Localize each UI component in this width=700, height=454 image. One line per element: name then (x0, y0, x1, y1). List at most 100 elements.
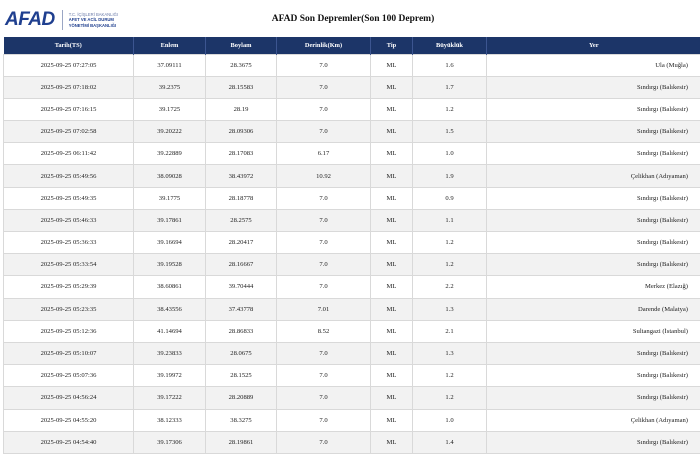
column-header-tip[interactable]: Tip (370, 37, 413, 54)
cell-enlem: 39.19528 (133, 253, 206, 277)
cell-derinlik: 7.0 (276, 253, 371, 277)
column-header-buyukluk[interactable]: Büyüklük (412, 37, 487, 54)
table-row[interactable]: 2025-09-25 05:49:35 39.1775 28.18778 7.0 ML 0… (3, 186, 700, 210)
cell-boylam: 28.3675 (205, 53, 277, 77)
cell-boylam: 28.20889 (205, 386, 277, 410)
logo-divider (61, 10, 63, 30)
cell-buyukluk: 0.9 (412, 186, 487, 210)
cell-enlem: 39.17861 (133, 208, 206, 233)
cell-enlem: 38.60861 (133, 275, 206, 299)
cell-yer: Sındırgı (Balıkesir) (486, 120, 700, 144)
cell-boylam: 28.86833 (205, 319, 277, 343)
cell-tarih: 2025-09-25 07:27:05 (3, 53, 134, 77)
column-header-yer[interactable]: Yer (588, 41, 599, 49)
table-row[interactable]: 2025-09-25 05:12:36 41.14694 28.86833 8.52 M… (3, 319, 700, 343)
column-header-boylam[interactable]: Boylam (205, 37, 277, 54)
table-row[interactable]: 2025-09-25 05:23:35 38.43556 37.43778 7.01 M… (3, 297, 700, 321)
cell-enlem: 39.1725 (133, 97, 206, 122)
table-row[interactable]: 2025-09-25 06:11:42 39.22889 28.17083 6.17 M… (3, 142, 700, 166)
column-header-enlem[interactable]: Enlem (133, 37, 206, 54)
cell-boylam: 28.19861 (205, 430, 277, 454)
cell-boylam: 38.3275 (205, 408, 277, 432)
column-header-tarih[interactable]: Tarih(TS) (3, 37, 134, 54)
cell-tarih: 2025-09-25 05:49:35 (3, 186, 134, 210)
cell-derinlik: 7.0 (276, 230, 371, 255)
table-row[interactable]: 2025-09-25 04:56:24 39.17222 28.20889 7.0 ML… (3, 386, 700, 410)
cell-yer: Ula (Muğla) (486, 53, 700, 77)
afad-logo[interactable]: AFAD T.C. İÇİŞLERİ BAKANLIĞI AFET VE ACİ… (5, 8, 118, 32)
cell-boylam: 28.2575 (205, 208, 277, 233)
page-header: AFAD T.C. İÇİŞLERİ BAKANLIĞI AFET VE ACİ… (0, 0, 700, 37)
cell-derinlik: 7.0 (276, 186, 371, 210)
cell-yer: Sındırgı (Balıkesir) (486, 253, 700, 277)
cell-buyukluk: 1.6 (412, 53, 487, 77)
cell-buyukluk: 1.0 (412, 408, 487, 432)
table-row[interactable]: 2025-09-25 05:07:36 39.19972 28.1525 7.0 ML 1… (3, 364, 700, 388)
column-header-derinlik[interactable]: Derinlik(Km) (276, 37, 371, 54)
cell-yer: Sındırgı (Balıkesir) (486, 230, 700, 255)
table-row[interactable]: 2025-09-25 04:54:40 39.17306 28.19861 7.0 ML… (3, 430, 700, 454)
cell-derinlik: 8.52 (276, 319, 371, 343)
cell-boylam: 28.19 (205, 97, 277, 122)
cell-yer: Sultangazi (İstanbul) (486, 319, 700, 343)
cell-tip: ML (370, 142, 413, 166)
cell-derinlik: 7.0 (276, 97, 371, 122)
cell-derinlik: 7.0 (276, 275, 371, 299)
cell-tarih: 2025-09-25 06:11:42 (3, 142, 134, 166)
cell-tarih: 2025-09-25 05:29:39 (3, 275, 134, 299)
cell-tip: ML (370, 97, 413, 122)
cell-tarih: 2025-09-25 07:18:02 (3, 75, 134, 99)
logo-subtitle: T.C. İÇİŞLERİ BAKANLIĞI AFET VE ACİL DUR… (69, 12, 118, 28)
table-row[interactable]: 2025-09-25 04:55:20 38.12333 38.3275 7.0 ML 1… (3, 408, 700, 432)
cell-buyukluk: 1.4 (412, 430, 487, 454)
cell-yer: Çelikhan (Adıyaman) (486, 164, 700, 188)
table-row[interactable]: 2025-09-25 07:02:58 39.20222 28.09306 7.0 ML… (3, 120, 700, 144)
table-row[interactable]: 2025-09-25 05:46:33 39.17861 28.2575 7.0 ML 1… (3, 208, 700, 233)
cell-tarih: 2025-09-25 05:23:35 (3, 297, 134, 321)
cell-buyukluk: 2.1 (412, 319, 487, 343)
cell-derinlik: 7.0 (276, 120, 371, 144)
cell-yer: Sındırgı (Balıkesir) (486, 97, 700, 122)
cell-tip: ML (370, 75, 413, 99)
cell-boylam: 39.70444 (205, 275, 277, 299)
cell-derinlik: 7.0 (276, 341, 371, 366)
cell-enlem: 39.2375 (133, 75, 206, 99)
table-row[interactable]: 2025-09-25 07:27:05 37.09111 28.3675 7.0 ML 1… (3, 53, 700, 77)
cell-enlem: 39.17306 (133, 430, 206, 454)
cell-enlem: 39.23833 (133, 341, 206, 366)
cell-tarih: 2025-09-25 04:55:20 (3, 408, 134, 432)
cell-buyukluk: 1.2 (412, 253, 487, 277)
cell-buyukluk: 1.0 (412, 142, 487, 166)
table-row[interactable]: 2025-09-25 05:29:39 38.60861 39.70444 7.0 ML… (3, 275, 700, 299)
cell-buyukluk: 1.2 (412, 97, 487, 122)
cell-derinlik: 7.0 (276, 364, 371, 388)
cell-tarih: 2025-09-25 05:33:54 (3, 253, 134, 277)
cell-yer: Çelikhan (Adıyaman) (486, 408, 700, 432)
cell-tarih: 2025-09-25 05:07:36 (3, 364, 134, 388)
cell-tarih: 2025-09-25 07:02:58 (3, 120, 134, 144)
cell-boylam: 38.43972 (205, 164, 277, 188)
table-row[interactable]: 2025-09-25 05:10:07 39.23833 28.0675 7.0 ML 1… (3, 341, 700, 366)
cell-tip: ML (370, 53, 413, 77)
logo-line-3: YÖNETİMİ BAŞKANLIĞI (68, 22, 117, 28)
cell-enlem: 39.19972 (133, 364, 206, 388)
table-row[interactable]: 2025-09-25 07:16:15 39.1725 28.19 7.0 ML 1.2 S… (3, 97, 700, 122)
table-row[interactable]: 2025-09-25 05:33:54 39.19528 28.16667 7.0 ML… (3, 253, 700, 277)
cell-buyukluk: 1.2 (412, 364, 487, 388)
table-row[interactable]: 2025-09-25 05:36:33 39.16694 28.20417 7.0 ML… (3, 230, 700, 255)
cell-buyukluk: 1.9 (412, 164, 487, 188)
table-header-row: Tarih(TS) Enlem Boylam Derinlik(Km) Tip … (3, 37, 700, 54)
logo-line-1: T.C. İÇİŞLERİ BAKANLIĞI (68, 12, 119, 18)
cell-tip: ML (370, 341, 413, 366)
cell-enlem: 39.17222 (133, 386, 206, 410)
cell-derinlik: 7.0 (276, 208, 371, 233)
table-row[interactable]: 2025-09-25 05:49:56 38.09028 38.43972 10.92… (3, 164, 700, 188)
cell-tarih: 2025-09-25 04:54:40 (3, 430, 134, 454)
cell-derinlik: 7.0 (276, 408, 371, 432)
cell-yer: Merkez (Elazığ) (486, 275, 700, 299)
cell-enlem: 39.1775 (133, 186, 206, 210)
cell-enlem: 38.09028 (133, 164, 206, 188)
table-row[interactable]: 2025-09-25 07:18:02 39.2375 28.15583 7.0 ML 1… (3, 75, 700, 99)
cell-enlem: 38.12333 (133, 408, 206, 432)
cell-yer: Sındırgı (Balıkesir) (486, 75, 700, 99)
